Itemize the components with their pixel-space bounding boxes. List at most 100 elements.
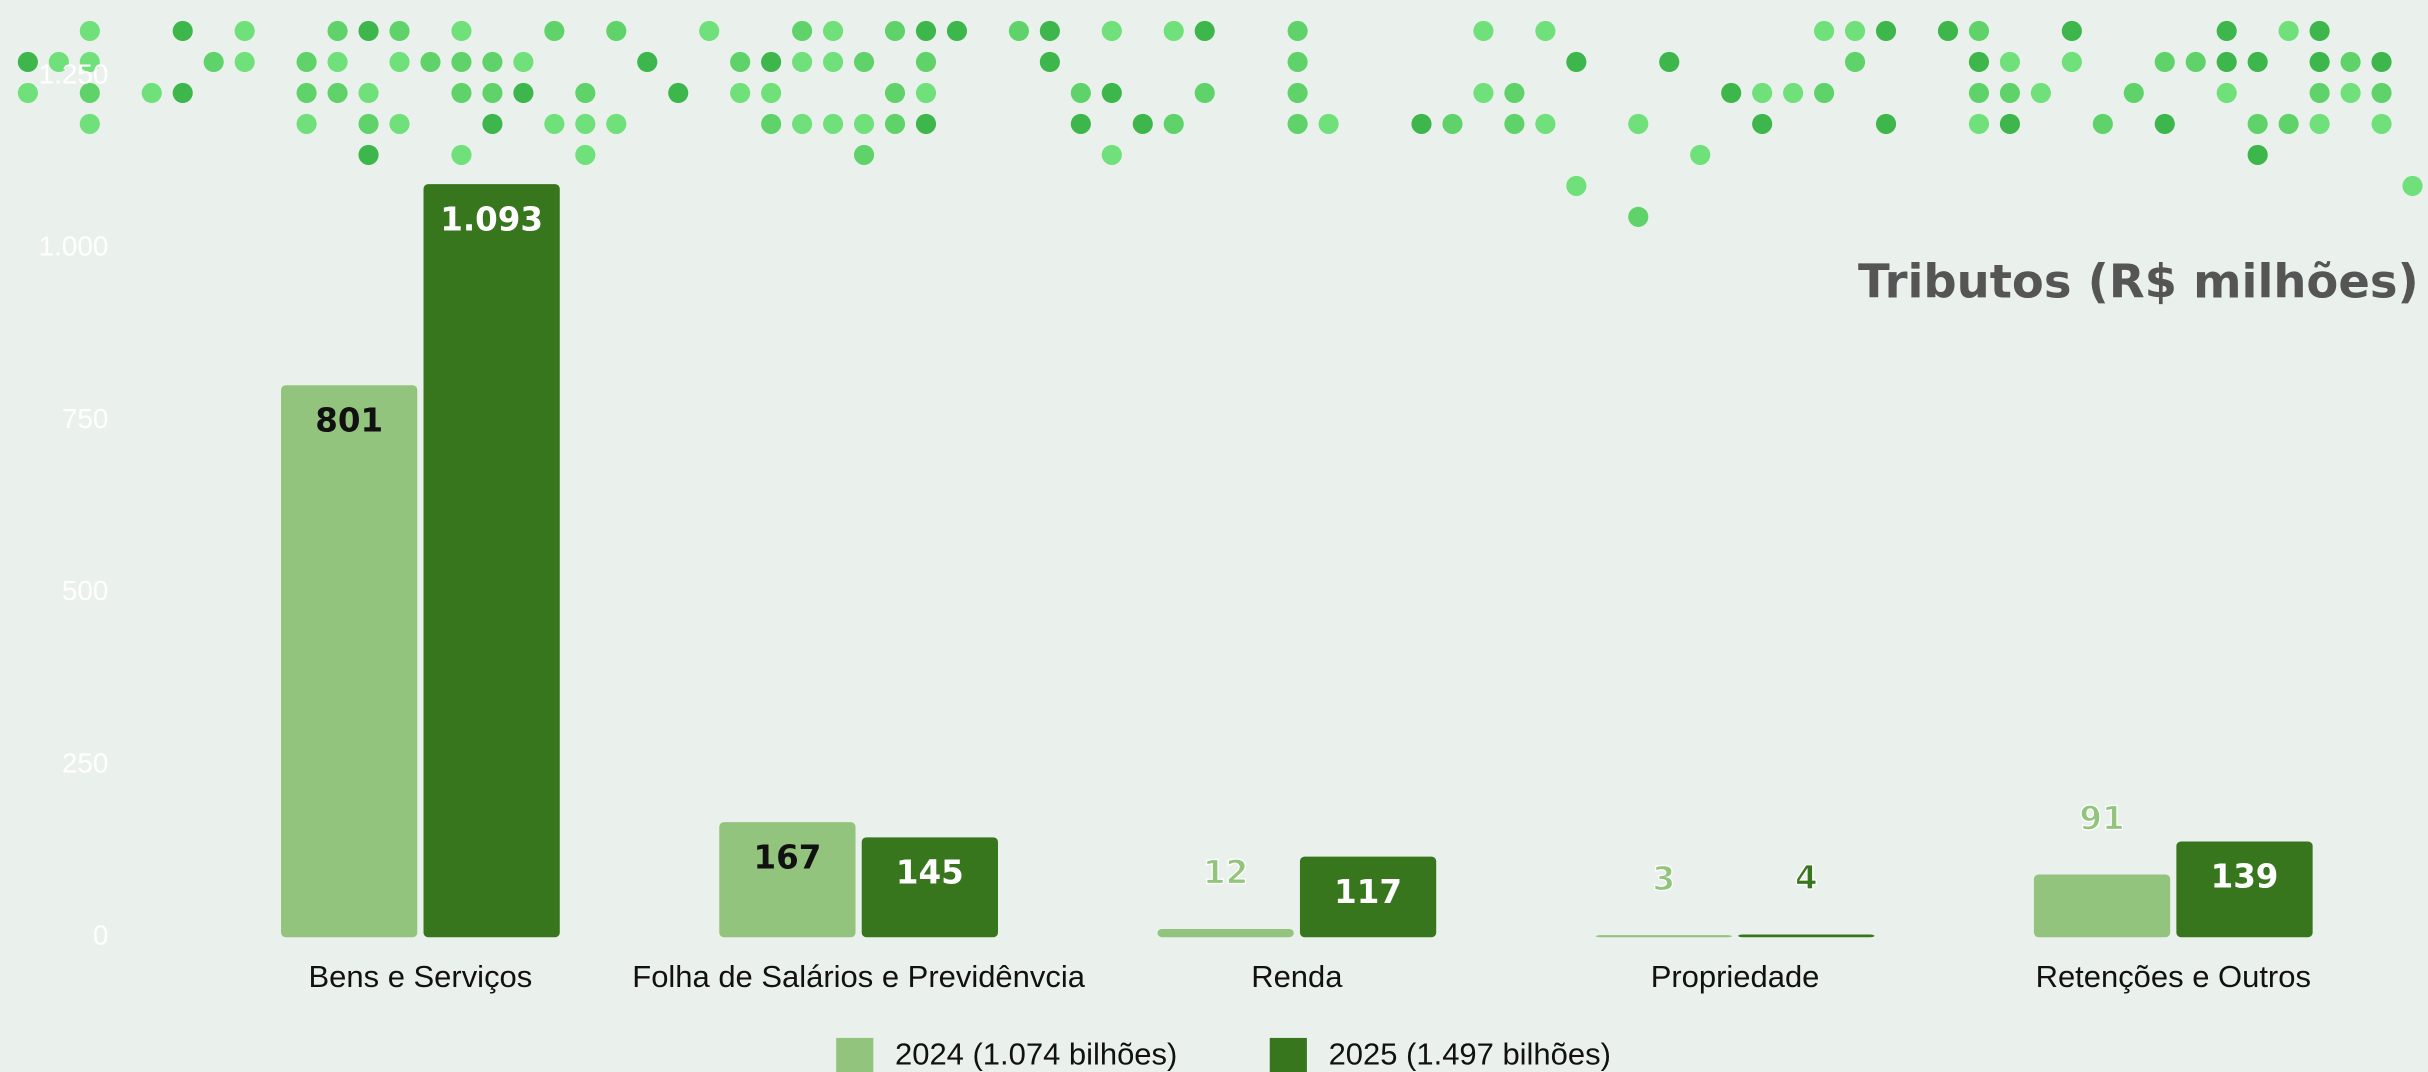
decor-dot — [1999, 113, 2020, 134]
decor-dot — [1845, 51, 1866, 73]
decor-dot — [2092, 113, 2113, 134]
decor-dot — [606, 20, 627, 42]
legend-label: 2025 (1.497 bilhões) — [1329, 1037, 1611, 1072]
decor-dot — [2278, 113, 2299, 134]
decor-dot — [1194, 82, 1215, 104]
bar — [2033, 874, 2171, 938]
decor-dot — [1752, 82, 1773, 104]
decor-dot — [853, 113, 875, 134]
decor-dot — [915, 113, 937, 134]
decor-dot — [2371, 51, 2392, 73]
decor-dot — [482, 113, 503, 134]
value-label: 117 — [1334, 873, 1402, 911]
decor-dot — [1442, 113, 1463, 134]
decor-dot — [544, 113, 565, 134]
decor-dot — [2371, 82, 2392, 104]
decor-dot — [2154, 51, 2175, 73]
legend-swatch — [836, 1037, 874, 1072]
bar — [281, 385, 418, 938]
decor-dot — [884, 113, 906, 134]
bar — [2176, 841, 2313, 938]
decor-dot — [1937, 20, 1959, 42]
x-tick-label: Propriedade — [1651, 959, 1820, 994]
y-tick-label: 0 — [93, 920, 108, 951]
value-label: 91 — [2079, 799, 2124, 837]
decor-dot — [915, 20, 937, 42]
decor-dot — [172, 82, 193, 104]
decor-dot — [792, 51, 813, 73]
decor-dot — [823, 51, 844, 73]
decor-dot — [389, 51, 410, 73]
decor-dot — [358, 144, 379, 165]
decor-dot — [884, 82, 906, 104]
decor-dot — [2309, 51, 2330, 73]
bar — [861, 837, 998, 938]
decor-dot — [2340, 51, 2361, 73]
decor-dot — [2030, 82, 2051, 104]
decor-dot — [2216, 82, 2237, 104]
value-label: 1.093 — [440, 200, 543, 238]
decor-dot — [575, 82, 596, 104]
decor-dot — [1535, 20, 1556, 42]
decor-dot — [358, 20, 379, 42]
decor-dot — [2371, 113, 2392, 134]
decor-dot — [79, 20, 100, 42]
value-label: 4 — [1795, 859, 1818, 897]
decor-dot — [1287, 51, 1308, 73]
decor-dot — [1039, 20, 1060, 42]
decor-dot — [2061, 51, 2082, 73]
decor-dot — [1659, 51, 1680, 73]
value-label: 139 — [2211, 858, 2279, 896]
chart-title: Tributos (R$ milhões) — [1858, 255, 2419, 309]
decor-dot — [2061, 20, 2082, 42]
decor-dot — [358, 113, 379, 134]
y-tick-label: 1.250 — [39, 58, 109, 89]
decor-dot — [79, 82, 100, 104]
decor-dot — [2154, 113, 2175, 134]
x-tick-label: Renda — [1251, 959, 1343, 994]
decor-dot — [203, 51, 224, 73]
decor-dot — [699, 20, 720, 42]
decor-dot — [141, 82, 162, 104]
decor-dot — [1101, 20, 1122, 42]
decor-dot — [1070, 82, 1091, 104]
decor-dot — [327, 82, 348, 104]
decor-dot — [1008, 20, 1029, 42]
y-tick-label: 250 — [62, 747, 108, 778]
decor-dot — [1101, 144, 1122, 165]
x-tick-label: Folha de Salários e Previdênvcia — [632, 959, 1085, 994]
bar — [1157, 928, 1294, 938]
decor-dot — [2278, 20, 2299, 42]
decoration — [17, 20, 2423, 227]
decor-dot — [1783, 82, 1804, 104]
value-label: 145 — [896, 853, 964, 891]
decor-dot — [296, 82, 317, 104]
bar — [1299, 856, 1437, 938]
decor-dot — [668, 82, 689, 104]
decor-dot — [1566, 51, 1587, 73]
bar — [719, 822, 856, 938]
decor-dot — [946, 20, 968, 42]
decor-dot — [1628, 206, 1649, 227]
value-label: 801 — [315, 401, 383, 439]
decor-dot — [915, 51, 937, 73]
decor-dot — [792, 113, 813, 134]
decor-dot — [1845, 20, 1866, 42]
decor-dot — [1287, 20, 1308, 42]
decor-dot — [1628, 113, 1649, 134]
decor-dot — [1752, 113, 1773, 134]
bar — [423, 184, 560, 938]
decor-dot — [1163, 113, 1184, 134]
bar — [1738, 934, 1875, 938]
decor-dot — [451, 82, 472, 104]
decor-dot — [1473, 82, 1494, 104]
decor-dot — [2216, 20, 2237, 42]
y-tick-label: 1.000 — [39, 231, 109, 262]
decor-dot — [48, 51, 69, 73]
decor-dot — [544, 20, 565, 42]
decor-dot — [1194, 20, 1215, 42]
decor-dot — [1411, 113, 1432, 134]
decor-dot — [1504, 82, 1525, 104]
decor-dot — [1318, 113, 1339, 134]
decor-dot — [853, 144, 875, 165]
